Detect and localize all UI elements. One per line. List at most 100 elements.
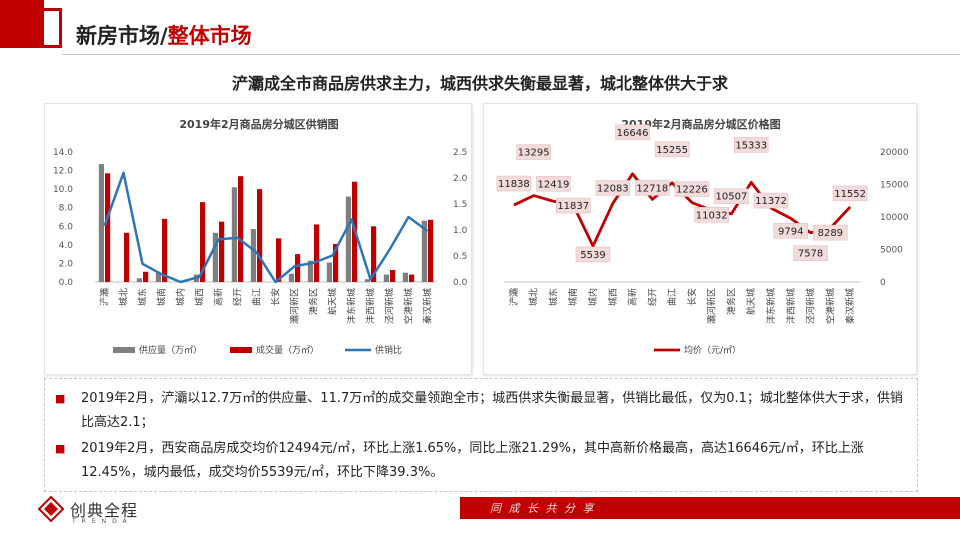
notes-box: ■ 2019年2月，浐灞以12.7万㎡的供应量、11.7万㎡的成交量领跑全市；城西… <box>44 378 918 492</box>
x-tick-label: 城北 <box>119 288 130 306</box>
price-data-label-box <box>615 124 650 141</box>
price-data-label-box <box>694 207 729 223</box>
y-left-tick-label: 8.0 <box>59 204 74 214</box>
slide-subtitle: 浐灞成全市商品房供求主力，城西供求失衡最显著，城北整体供大于求 <box>231 74 728 93</box>
deal-bar <box>390 269 396 282</box>
y-right-tick-label: 20000 <box>880 148 909 158</box>
deal-bar <box>314 224 320 282</box>
x-tick-label: 空港新城 <box>824 288 836 324</box>
x-tick-label: 经开 <box>232 288 244 306</box>
supply-bar <box>421 220 427 282</box>
x-tick-label: 城内 <box>175 288 187 306</box>
price-data-label: 10507 <box>716 192 748 203</box>
x-tick-label: 城南 <box>567 288 579 306</box>
deal-bar <box>333 243 339 282</box>
deal-bar <box>409 274 415 282</box>
logo-subtext: TRENDA <box>72 518 133 525</box>
price-data-label-box <box>536 176 571 192</box>
x-tick-label: 浐灞 <box>99 288 111 306</box>
price-data-label: 12083 <box>597 183 629 194</box>
supply-sales-chart-panel: 2019年2月商品房分城区供销图 0.0 2.0 4.0 6.0 8.0 10.0 12.0 1… <box>44 103 472 375</box>
supply-bar <box>231 187 237 282</box>
y-right-tick-label: 10000 <box>880 213 909 223</box>
ratio-line <box>103 171 429 284</box>
x-tick-label: 城内 <box>587 288 599 306</box>
x-tick-label: 航天城 <box>745 288 757 315</box>
supply-bar <box>288 273 294 282</box>
legend-supply-label: 供应量（万㎡） <box>139 344 202 356</box>
x-tick-label: 泾河新城 <box>805 288 817 324</box>
price-data-label-box <box>813 224 848 241</box>
supply-sales-chart: 2019年2月商品房分城区供销图 0.0 2.0 4.0 6.0 8.0 10.0 12.0 1… <box>53 117 468 356</box>
supply-bar <box>250 229 256 282</box>
footer-slogan: 同 成 长 共 分 享 <box>490 502 596 515</box>
deal-bar <box>371 226 377 282</box>
x-tick-label: 城南 <box>156 288 168 306</box>
price-chart-panel: 2019年2月商品房分城区价格图 0 5000 10000 15000 20000 1183… <box>483 103 917 375</box>
supply-bar <box>364 279 370 282</box>
deal-bar <box>124 232 130 282</box>
note-text: 2019年2月，浐灞以12.7万㎡的供应量、11.7万㎡的成交量领跑全市；城西供… <box>81 391 903 430</box>
x-tick-label: 城西 <box>195 288 206 306</box>
supply-bar <box>136 278 142 282</box>
x-tick-label: 城东 <box>547 288 559 306</box>
x-tick-label: 航天城 <box>327 288 339 315</box>
supply-bar <box>212 232 218 282</box>
y-right-tick-label: 0.0 <box>453 278 468 288</box>
supply-bar <box>345 196 351 282</box>
y-left-tick-label: 2.0 <box>59 259 74 269</box>
x-tick-label: 港务区 <box>725 288 737 315</box>
price-data-label-box <box>555 197 591 214</box>
y-left-tick-label: 10.0 <box>53 185 73 195</box>
y-right-tick-label: 0 <box>880 278 886 288</box>
page-title-highlight: 整体市场 <box>167 24 252 48</box>
price-data-label: 15333 <box>735 140 767 151</box>
legend-deal-label: 成交量（万㎡） <box>256 344 319 356</box>
x-tick-label: 曲江 <box>667 288 678 306</box>
x-tick-label: 沣东新城 <box>346 288 358 324</box>
price-data-label: 13295 <box>518 148 550 159</box>
x-tick-label: 曲江 <box>252 288 263 306</box>
x-tick-label: 沣东新城 <box>765 288 777 324</box>
price-data-label: 11032 <box>696 210 728 221</box>
x-tick-label: 经开 <box>646 288 658 306</box>
chart-title: 2019年2月商品房分城区价格图 <box>621 117 780 131</box>
price-data-label: 12419 <box>538 179 570 190</box>
price-data-label-box <box>753 192 789 209</box>
price-data-label: 11372 <box>755 196 787 207</box>
note-item: ■ 2019年2月，浐灞以12.7万㎡的供应量、11.7万㎡的成交量领跑全市；城西… <box>55 387 907 435</box>
x-tick-label: 灞河新区 <box>289 288 301 324</box>
price-data-label-box <box>654 141 690 158</box>
supply-bar <box>98 164 104 282</box>
legend-ratio-label: 供销比 <box>375 344 402 356</box>
price-data-label: 8289 <box>818 228 843 239</box>
x-tick-label: 高新 <box>213 288 225 306</box>
y-right-tick-label: 2.5 <box>453 148 467 158</box>
logo-text: 创典全程 <box>70 501 139 520</box>
price-data-label: 12226 <box>676 185 708 196</box>
supply-bar <box>402 272 408 282</box>
y-right-tick-label: 1.0 <box>453 226 468 236</box>
price-data-label: 11838 <box>498 179 530 190</box>
legend-deal-swatch <box>230 347 252 353</box>
x-tick-label: 沣西新城 <box>785 288 797 324</box>
price-data-label: 15255 <box>656 145 688 156</box>
price-data-label: 7578 <box>798 249 823 260</box>
deal-bar <box>162 218 168 282</box>
x-tick-label: 城西 <box>608 288 619 306</box>
corner-frame <box>22 8 62 48</box>
deal-bar <box>257 189 263 282</box>
legend-supply-swatch <box>113 347 135 353</box>
footer-bar <box>460 497 960 519</box>
y-right-tick-label: 5000 <box>880 246 903 256</box>
supply-bar <box>307 260 313 282</box>
price-data-label-box <box>516 144 551 160</box>
x-tick-label: 秦汉新城 <box>844 288 856 324</box>
deal-bar <box>105 173 111 282</box>
supply-bar <box>155 272 161 282</box>
y-right-tick-label: 15000 <box>880 181 909 191</box>
price-data-label: 16646 <box>617 128 649 139</box>
price-data-label: 5539 <box>580 250 605 261</box>
note-item: ■ 2019年2月，西安商品房成交均价12494元/㎡，环比上涨1.65%，同比上… <box>55 437 907 485</box>
supply-bar <box>326 262 332 282</box>
